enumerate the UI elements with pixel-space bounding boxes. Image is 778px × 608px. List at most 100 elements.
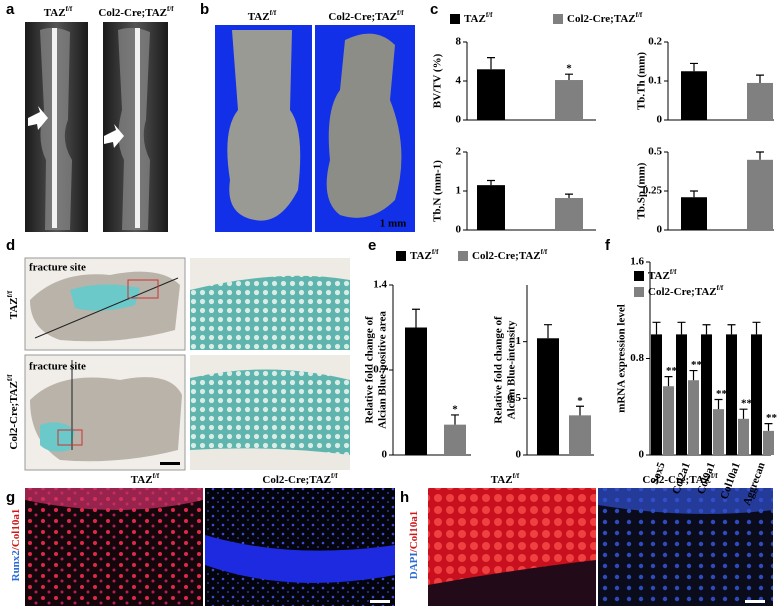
bar — [663, 386, 674, 455]
y-tick-label: 0 — [657, 114, 663, 126]
bar — [713, 409, 724, 455]
error-bar — [752, 321, 761, 335]
legend-label: TAZf/f — [410, 248, 439, 262]
panel-letter: f — [605, 237, 611, 254]
error-bar — [756, 151, 764, 160]
y-tick-label: 1 — [456, 185, 462, 197]
y-axis-label: Alcian Blue-intensity — [506, 320, 518, 419]
y-tick-label: 0.7 — [373, 364, 387, 376]
legend-label: Col2-Cre;TAZf/f — [472, 248, 548, 262]
panel-letter: h — [400, 489, 409, 506]
panel-letter: b — [200, 1, 209, 18]
legend-label-part: Col2-Cre;TAZ — [648, 286, 717, 298]
significance-label: * — [566, 63, 572, 75]
significance-label: ** — [691, 359, 703, 371]
bar — [701, 334, 712, 455]
image-label-part: TAZ — [491, 474, 513, 486]
image-label-part: f/f — [66, 5, 73, 13]
y-axis-label: Tb.Sp (mm) — [636, 162, 648, 219]
significance-label: * — [452, 403, 458, 415]
bar — [405, 327, 427, 455]
stain-label-part: /Col10a1 — [408, 511, 420, 554]
legend-label: TAZf/f — [648, 268, 677, 282]
y-axis-label: BV/TV (%) — [432, 53, 444, 108]
error-bar — [756, 74, 764, 83]
y-tick-label: 0.1 — [648, 75, 662, 87]
legend-label-part: f/f — [432, 248, 439, 256]
error-bar — [714, 398, 723, 410]
legend-swatch — [553, 14, 563, 24]
image-label: TAZf/f — [248, 9, 277, 23]
error-bar — [727, 324, 736, 335]
image-label: Col2-Cre;TAZf/f — [98, 5, 174, 19]
bar — [651, 334, 662, 455]
image-label-part: TAZ — [44, 7, 66, 19]
bar — [555, 80, 583, 120]
y-tick-label: 2 — [456, 146, 462, 158]
legend-label-part: f/f — [486, 11, 493, 19]
panel-letter: c — [430, 1, 438, 18]
y-axis-label: Relative fold change of — [493, 316, 505, 424]
bar — [444, 424, 466, 455]
panel-letter: a — [6, 1, 15, 18]
image-label: TAZf/f — [491, 472, 520, 486]
significance-label: ** — [666, 365, 678, 377]
bar — [747, 82, 773, 120]
error-bar — [487, 179, 495, 186]
stain-label: DAPI/Col10a1 — [408, 511, 420, 579]
y-tick-label: 0.25 — [643, 185, 663, 197]
bar — [555, 198, 583, 230]
y-axis-label: Relative fold change of — [364, 316, 376, 424]
panel-letter: e — [368, 237, 376, 254]
error-bar — [565, 73, 573, 81]
bar — [477, 69, 505, 120]
legend-label: TAZf/f — [464, 11, 493, 25]
stain-label-part: Runx2 — [10, 550, 22, 582]
error-bar — [702, 324, 711, 335]
image-label-part: f/f — [397, 9, 404, 17]
legend-swatch — [634, 271, 644, 281]
legend-label-part: TAZ — [648, 270, 670, 282]
error-bar — [689, 369, 698, 381]
error-bar — [690, 62, 698, 72]
legend-label-part: f/f — [670, 268, 677, 276]
row-label-part: Col2-Cre;TAZ — [8, 381, 20, 450]
image-label-part: Col2-Cre;TAZ — [328, 11, 397, 23]
image-label-part: f/f — [153, 472, 160, 480]
stain-label-part: /Col10a1 — [10, 509, 22, 552]
legend-label-part: f/f — [636, 11, 643, 19]
y-tick-label: 0.2 — [648, 36, 662, 48]
bar — [681, 197, 707, 230]
error-bar — [576, 405, 584, 416]
image-label-part: f/f — [331, 472, 338, 480]
error-bar — [764, 423, 773, 431]
annotation: fracture site — [29, 262, 86, 274]
row-label-part: f/f — [6, 374, 14, 381]
legend-swatch — [634, 287, 644, 297]
scale-label: 1 mm — [380, 218, 407, 230]
legend-label-part: f/f — [541, 248, 548, 256]
y-tick-label: 0 — [516, 449, 522, 461]
y-tick-label: 0 — [657, 224, 663, 236]
y-tick-label: 0 — [456, 224, 462, 236]
bar — [688, 380, 699, 455]
bar — [726, 334, 737, 455]
legend-label: Col2-Cre;TAZf/f — [567, 11, 643, 25]
error-bar — [565, 193, 573, 199]
y-axis-label: Tb.N (mm-1) — [432, 160, 444, 222]
y-tick-label: 0 — [456, 114, 462, 126]
panel-letter: g — [6, 489, 15, 506]
fluorescence-images — [25, 488, 773, 606]
y-tick-label: 8 — [456, 36, 462, 48]
image-label-part: f/f — [513, 472, 520, 480]
y-axis-label: mRNA expression level — [616, 304, 628, 413]
legend-label-part: Col2-Cre;TAZ — [472, 250, 541, 262]
row-label-part: TAZ — [8, 297, 20, 319]
annotation: fracture site — [29, 361, 86, 373]
image-label: Col2-Cre;TAZf/f — [262, 472, 338, 486]
bar — [738, 418, 749, 455]
histology-images — [24, 257, 350, 471]
y-tick-label: 4 — [456, 75, 462, 87]
y-axis-label: Tb.Th (mm) — [636, 52, 648, 110]
y-tick-label: 0.8 — [630, 352, 644, 364]
